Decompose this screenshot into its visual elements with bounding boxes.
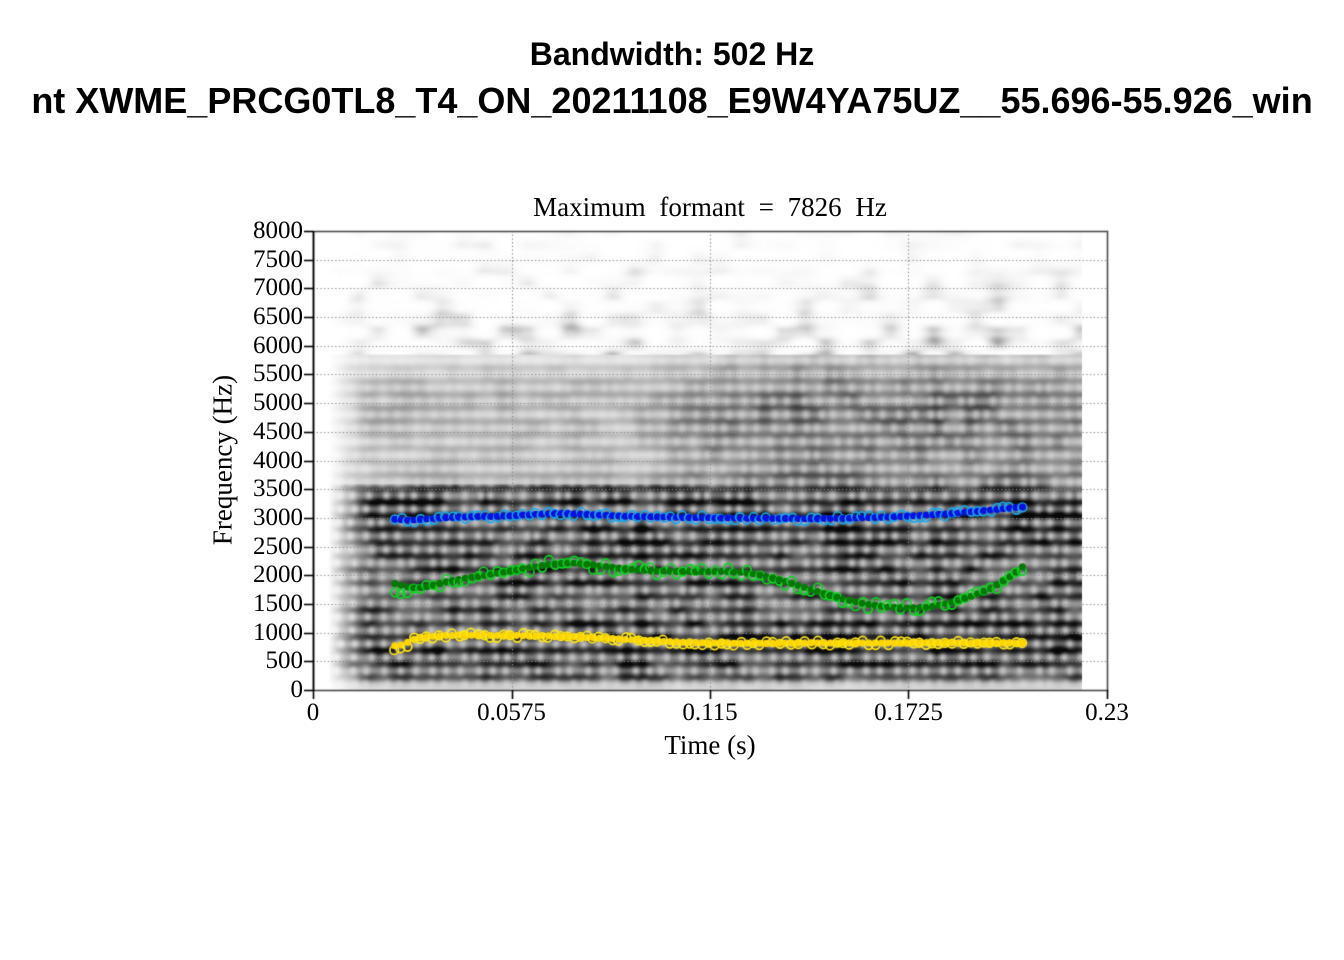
y-tick-label: 4000 (253, 446, 303, 474)
x-tick-label: 0.1725 (874, 699, 943, 726)
y-tick-label: 7000 (253, 274, 303, 302)
x-axis-title: Time (s) (664, 730, 756, 760)
x-tick-label: 0.23 (1085, 699, 1129, 726)
y-tick-label: 6500 (253, 303, 303, 331)
y-tick-label: 5000 (253, 389, 303, 417)
y-tick-label: 3000 (253, 503, 303, 531)
y-tick-label: 6000 (253, 331, 303, 359)
y-tick-label: 7500 (253, 245, 303, 273)
y-tick-label: 4500 (253, 417, 303, 445)
y-tick-label: 500 (265, 647, 304, 675)
y-tick-label: 0 (290, 676, 304, 703)
x-tick-label: 0 (306, 699, 320, 726)
y-tick-label: 2500 (253, 532, 303, 560)
y-tick-label: 1500 (253, 589, 303, 617)
y-tick-label: 3500 (253, 475, 303, 503)
file-name-title: nt XWME_PRCG0TL8_T4_ON_20211108_E9W4YA75… (31, 80, 1313, 121)
x-tick-label: 0.0575 (477, 699, 546, 726)
page-title: Bandwidth: 502 Hz (529, 36, 815, 72)
plot-title: Maximum formant = 7826 Hz (533, 192, 887, 222)
x-tick-label: 0.115 (682, 699, 738, 726)
y-tick-label: 2000 (253, 561, 303, 589)
y-tick-label: 8000 (253, 217, 303, 244)
y-tick-label: 1000 (253, 618, 303, 646)
y-tick-label: 5500 (253, 360, 303, 388)
